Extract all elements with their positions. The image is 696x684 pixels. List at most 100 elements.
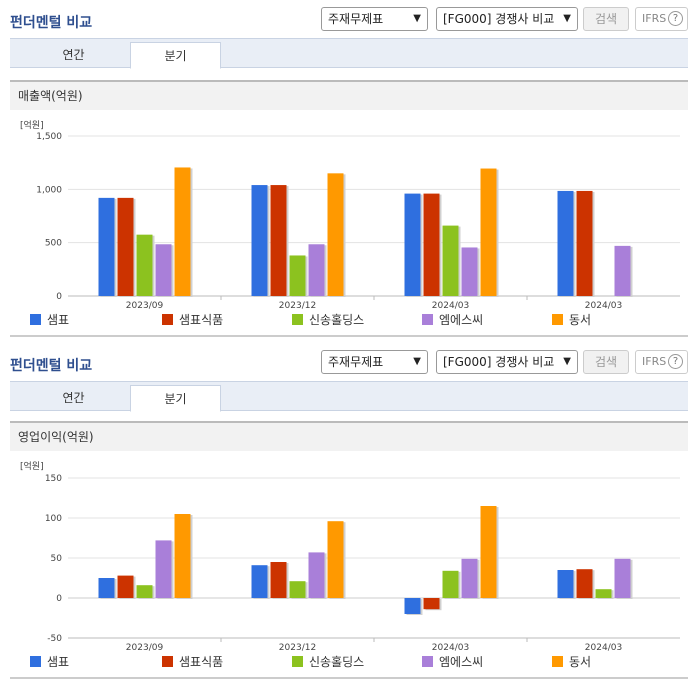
bar xyxy=(614,558,631,598)
legend-label: 샘표 xyxy=(47,655,70,669)
legend-swatch xyxy=(30,314,41,325)
legend-item[interactable]: 샘표 xyxy=(30,313,69,327)
bar xyxy=(595,589,612,598)
legend-label: 동서 xyxy=(569,655,592,669)
bar xyxy=(136,585,153,598)
bar xyxy=(270,562,287,598)
statement-select-value: 주재무제표 xyxy=(328,355,384,369)
legend-item[interactable]: 신송홀딩스 xyxy=(292,313,364,327)
legend-item[interactable]: 엠에스씨 xyxy=(422,655,483,669)
legend-swatch xyxy=(292,314,303,325)
bar xyxy=(480,506,497,598)
chevron-down-icon: ▼ xyxy=(563,13,571,24)
legend-label: 샘표식품 xyxy=(179,313,224,327)
help-icon[interactable]: ? xyxy=(668,11,683,26)
bar xyxy=(327,173,344,296)
search-button[interactable]: 검색 xyxy=(583,7,629,31)
legend-item[interactable]: 신송홀딩스 xyxy=(292,655,364,669)
bar xyxy=(614,245,631,296)
peer-select-value: [FG000] 경쟁사 비교 xyxy=(443,355,555,369)
panel-title: 펀더멘털 비교 xyxy=(10,15,93,31)
bar xyxy=(251,185,268,296)
chart-legend: 샘표 샘표식품 신송홀딩스 엠에스씨 동서 xyxy=(30,655,670,669)
bar xyxy=(442,225,459,296)
legend-swatch xyxy=(162,656,173,667)
bar xyxy=(461,247,478,296)
bar xyxy=(289,255,306,296)
bar xyxy=(98,197,115,296)
y-tick-label: 500 xyxy=(45,239,62,249)
chevron-down-icon: ▼ xyxy=(563,356,571,367)
bar xyxy=(117,197,134,296)
revenue-chart: 0 500 1,000 1,500 2023/09 2023/12 2024/03 2024/… xyxy=(36,132,680,311)
bar xyxy=(404,598,421,614)
legend-item[interactable]: 동서 xyxy=(552,655,591,669)
statement-select[interactable]: 주재무제표 ▼ xyxy=(321,7,428,31)
chart-subtitle: 매출액(억원) xyxy=(10,80,688,110)
bar xyxy=(308,244,325,296)
peer-select[interactable]: [FG000] 경쟁사 비교 ▼ xyxy=(436,7,578,31)
legend-item[interactable]: 샘표식품 xyxy=(162,655,223,669)
x-tick-label: 2024/03 xyxy=(432,301,469,311)
y-tick-label: 1,000 xyxy=(36,185,62,195)
panel-title: 펀더멘털 비교 xyxy=(10,358,93,374)
tab-quarterly[interactable]: 분기 xyxy=(130,42,221,69)
legend-label: 엠에스씨 xyxy=(439,655,484,669)
y-tick-label: 0 xyxy=(56,292,62,302)
y-tick-label: 50 xyxy=(51,554,63,564)
period-tabs: 연간 분기 xyxy=(10,38,688,69)
bar xyxy=(155,540,172,598)
bar xyxy=(327,521,344,598)
peer-select[interactable]: [FG000] 경쟁사 비교 ▼ xyxy=(436,350,578,374)
tab-annual[interactable]: 연간 xyxy=(62,391,85,405)
tab-quarterly[interactable]: 분기 xyxy=(130,385,221,412)
panel-1-header: 펀더멘털 비교 주재무제표 ▼ [FG000] 경쟁사 비교 ▼ 검색 IFRS? xyxy=(0,0,696,36)
legend-swatch xyxy=(30,656,41,667)
legend-item[interactable]: 동서 xyxy=(552,313,591,327)
legend-item[interactable]: 엠에스씨 xyxy=(422,313,483,327)
bar xyxy=(423,193,440,296)
ifrs-label: IFRS xyxy=(642,355,667,368)
ifrs-button[interactable]: IFRS? xyxy=(635,7,688,31)
help-icon[interactable]: ? xyxy=(668,354,683,369)
search-button[interactable]: 검색 xyxy=(583,350,629,374)
bar xyxy=(423,598,440,610)
bar xyxy=(480,168,497,296)
bar xyxy=(576,190,593,296)
chart-subtitle: 영업이익(억원) xyxy=(10,421,688,451)
y-tick-label: -50 xyxy=(47,634,62,644)
legend-label: 신송홀딩스 xyxy=(309,313,365,327)
y-tick-label: 1,500 xyxy=(36,132,62,142)
x-tick-label: 2024/03 xyxy=(585,643,622,653)
legend-swatch xyxy=(162,314,173,325)
chart-legend: 샘표 샘표식품 신송홀딩스 엠에스씨 동서 xyxy=(30,313,670,327)
legend-label: 엠에스씨 xyxy=(439,313,484,327)
legend-label: 동서 xyxy=(569,313,592,327)
x-tick-label: 2024/03 xyxy=(432,643,469,653)
bar xyxy=(155,244,172,296)
ifrs-label: IFRS xyxy=(642,12,667,25)
bar xyxy=(98,578,115,598)
ifrs-button[interactable]: IFRS? xyxy=(635,350,688,374)
legend-label: 샘표 xyxy=(47,313,70,327)
legend-label: 샘표식품 xyxy=(179,655,224,669)
period-tabs: 연간 분기 xyxy=(10,381,688,412)
bar xyxy=(557,570,574,598)
bar xyxy=(576,569,593,598)
legend-swatch xyxy=(552,656,563,667)
bar xyxy=(174,167,191,296)
bar xyxy=(117,575,134,598)
operating-profit-chart: -50 0 50 100 150 2023/09 2023/12 2024/03 2024/03 xyxy=(45,474,680,653)
x-tick-label: 2023/12 xyxy=(279,643,316,653)
statement-select[interactable]: 주재무제표 ▼ xyxy=(321,350,428,374)
y-unit-label: [억원] xyxy=(20,462,44,472)
legend-swatch xyxy=(422,656,433,667)
x-tick-label: 2023/09 xyxy=(126,643,164,653)
legend-swatch xyxy=(292,656,303,667)
legend-item[interactable]: 샘표 xyxy=(30,655,69,669)
x-tick-label: 2024/03 xyxy=(585,301,622,311)
y-tick-label: 100 xyxy=(45,514,62,524)
tab-annual[interactable]: 연간 xyxy=(62,48,85,62)
legend-item[interactable]: 샘표식품 xyxy=(162,313,223,327)
legend-label: 신송홀딩스 xyxy=(309,655,365,669)
